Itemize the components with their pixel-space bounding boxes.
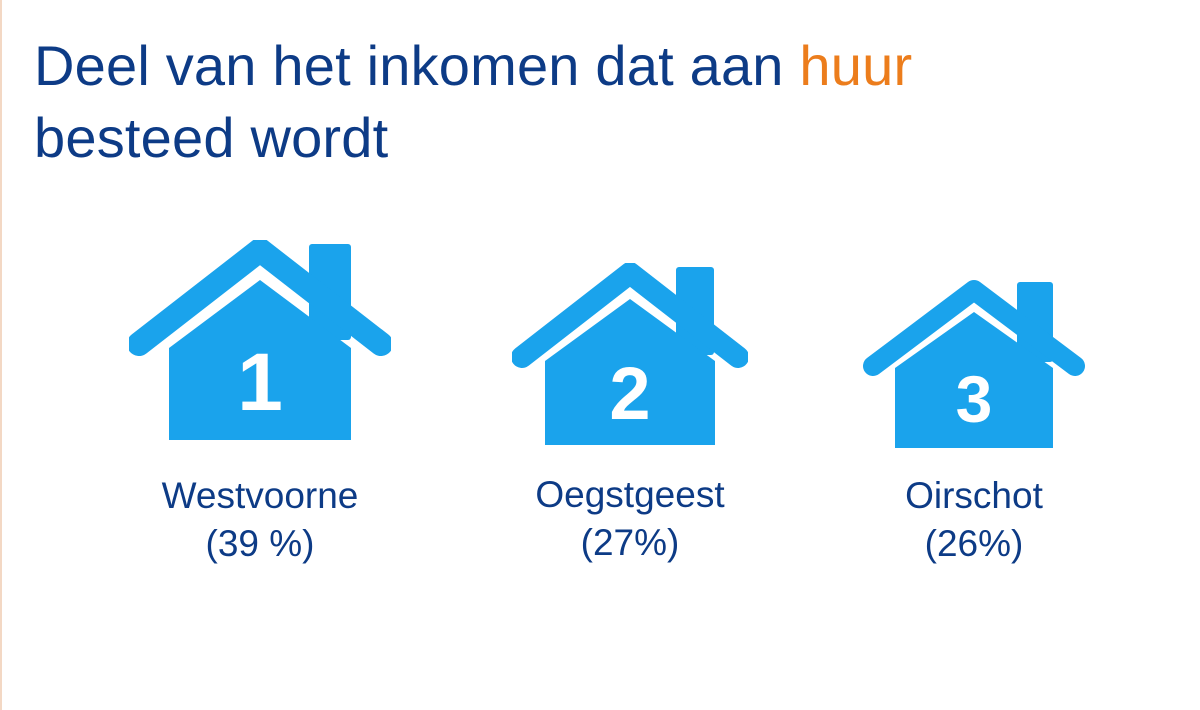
rent-share: (27%) bbox=[580, 522, 680, 563]
ranking-item-3: 3 Oirschot (26%) bbox=[814, 280, 1134, 568]
title-part-2: besteed wordt bbox=[34, 106, 389, 169]
municipality-name: Westvoorne bbox=[161, 475, 359, 516]
rent-share: (39 %) bbox=[205, 523, 315, 564]
house-icon: 2 bbox=[512, 263, 748, 445]
title-part-1: Deel van het inkomen dat aan bbox=[34, 34, 800, 97]
title-accent-word: huur bbox=[799, 34, 913, 97]
municipality-name: Oirschot bbox=[905, 475, 1043, 516]
rent-share: (26%) bbox=[924, 523, 1024, 564]
rank-number: 2 bbox=[609, 352, 650, 435]
municipality-name: Oegstgeest bbox=[535, 474, 725, 515]
ranking-item-2: 2 Oegstgeest (27%) bbox=[470, 263, 790, 567]
rank-number: 1 bbox=[237, 337, 283, 428]
house-icon: 3 bbox=[863, 280, 1085, 448]
left-edge-rule bbox=[0, 0, 2, 710]
page-title: Deel van het inkomen dat aan huur besteed… bbox=[34, 30, 1134, 174]
rank-number: 3 bbox=[956, 362, 993, 436]
ranking-item-1: 1 Westvoorne (39 %) bbox=[100, 240, 420, 568]
house-icon: 1 bbox=[129, 240, 391, 440]
